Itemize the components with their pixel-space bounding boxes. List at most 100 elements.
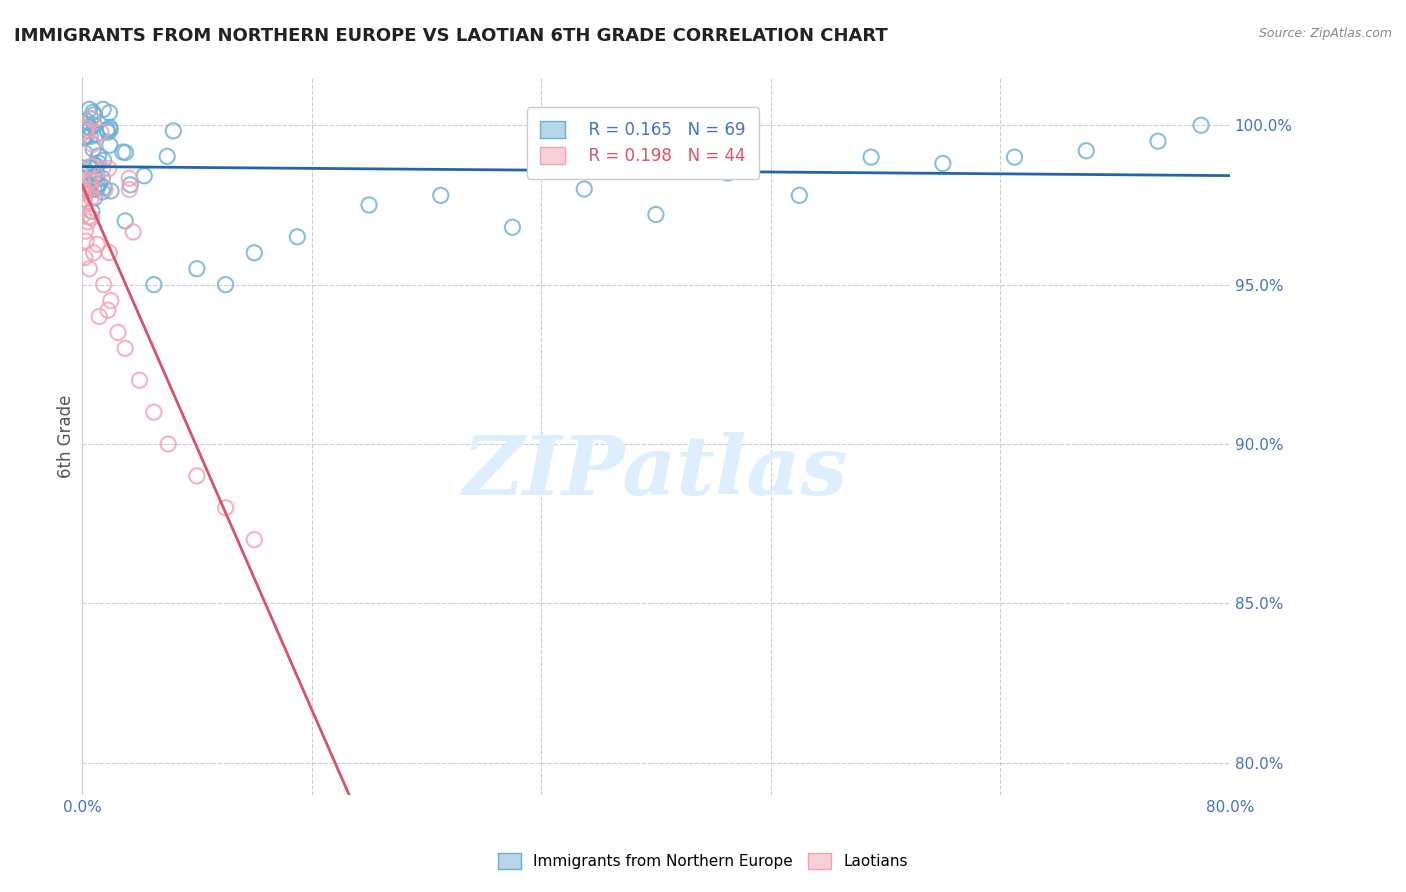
Point — [111, 145, 134, 159]
Point — [429, 188, 451, 202]
Point — [72, 186, 94, 200]
Point — [87, 156, 110, 170]
Y-axis label: 6th Grade: 6th Grade — [58, 394, 75, 478]
Point — [86, 237, 108, 252]
Point — [97, 161, 120, 176]
Point — [94, 182, 117, 196]
Point — [73, 124, 96, 138]
Point — [79, 161, 101, 175]
Point — [72, 175, 94, 189]
Point — [83, 170, 105, 185]
Point — [77, 120, 100, 134]
Point — [501, 220, 523, 235]
Point — [76, 123, 98, 137]
Point — [98, 138, 121, 153]
Point — [91, 171, 114, 186]
Point — [80, 211, 103, 225]
Point — [128, 373, 150, 387]
Point — [645, 207, 668, 221]
Text: IMMIGRANTS FROM NORTHERN EUROPE VS LAOTIAN 6TH GRADE CORRELATION CHART: IMMIGRANTS FROM NORTHERN EUROPE VS LAOTI… — [14, 27, 887, 45]
Point — [96, 123, 118, 137]
Point — [93, 277, 115, 292]
Point — [142, 277, 165, 292]
Point — [73, 251, 96, 265]
Point — [97, 125, 120, 139]
Point — [214, 277, 236, 292]
Point — [76, 183, 98, 197]
Point — [86, 159, 108, 173]
Point — [1004, 150, 1026, 164]
Point — [80, 112, 103, 126]
Point — [75, 224, 97, 238]
Point — [73, 192, 96, 206]
Point — [79, 178, 101, 193]
Point — [91, 103, 114, 117]
Point — [214, 500, 236, 515]
Point — [73, 145, 96, 160]
Point — [162, 124, 184, 138]
Point — [114, 145, 136, 160]
Point — [717, 166, 740, 180]
Point — [83, 169, 105, 184]
Point — [77, 176, 100, 190]
Point — [98, 123, 121, 137]
Point — [79, 261, 101, 276]
Point — [186, 469, 208, 483]
Point — [79, 103, 101, 117]
Point — [83, 158, 105, 172]
Point — [789, 188, 811, 202]
Point — [75, 185, 97, 199]
Point — [860, 150, 883, 164]
Point — [186, 261, 208, 276]
Point — [142, 405, 165, 419]
Point — [98, 120, 121, 135]
Point — [83, 118, 105, 132]
Point — [87, 178, 110, 192]
Text: ZIPatlas: ZIPatlas — [463, 432, 849, 512]
Point — [243, 533, 266, 547]
Point — [120, 178, 142, 192]
Point — [79, 174, 101, 188]
Point — [80, 204, 103, 219]
Point — [243, 245, 266, 260]
Point — [80, 112, 103, 126]
Point — [84, 128, 107, 142]
Point — [98, 105, 121, 120]
Point — [73, 171, 96, 186]
Point — [83, 108, 105, 122]
Point — [357, 198, 380, 212]
Legend: Immigrants from Northern Europe, Laotians: Immigrants from Northern Europe, Laotian… — [492, 847, 914, 875]
Point — [79, 120, 101, 135]
Point — [82, 142, 104, 156]
Point — [1189, 118, 1212, 132]
Point — [79, 129, 101, 144]
Point — [77, 215, 100, 229]
Point — [100, 184, 122, 198]
Point — [87, 149, 110, 163]
Point — [97, 303, 120, 318]
Point — [75, 129, 97, 144]
Point — [114, 214, 136, 228]
Point — [72, 208, 94, 222]
Point — [98, 245, 121, 260]
Point — [83, 182, 105, 196]
Point — [114, 342, 136, 356]
Point — [285, 230, 308, 244]
Point — [134, 169, 156, 183]
Point — [93, 153, 115, 168]
Point — [73, 192, 96, 206]
Point — [932, 156, 955, 170]
Point — [91, 162, 114, 177]
Point — [80, 159, 103, 173]
Point — [118, 182, 141, 196]
Point — [86, 168, 108, 182]
Point — [72, 129, 94, 144]
Point — [1147, 134, 1170, 148]
Point — [89, 177, 111, 191]
Point — [107, 326, 129, 340]
Point — [80, 191, 103, 205]
Point — [156, 149, 179, 163]
Point — [100, 293, 122, 308]
Point — [82, 105, 104, 120]
Point — [1076, 144, 1098, 158]
